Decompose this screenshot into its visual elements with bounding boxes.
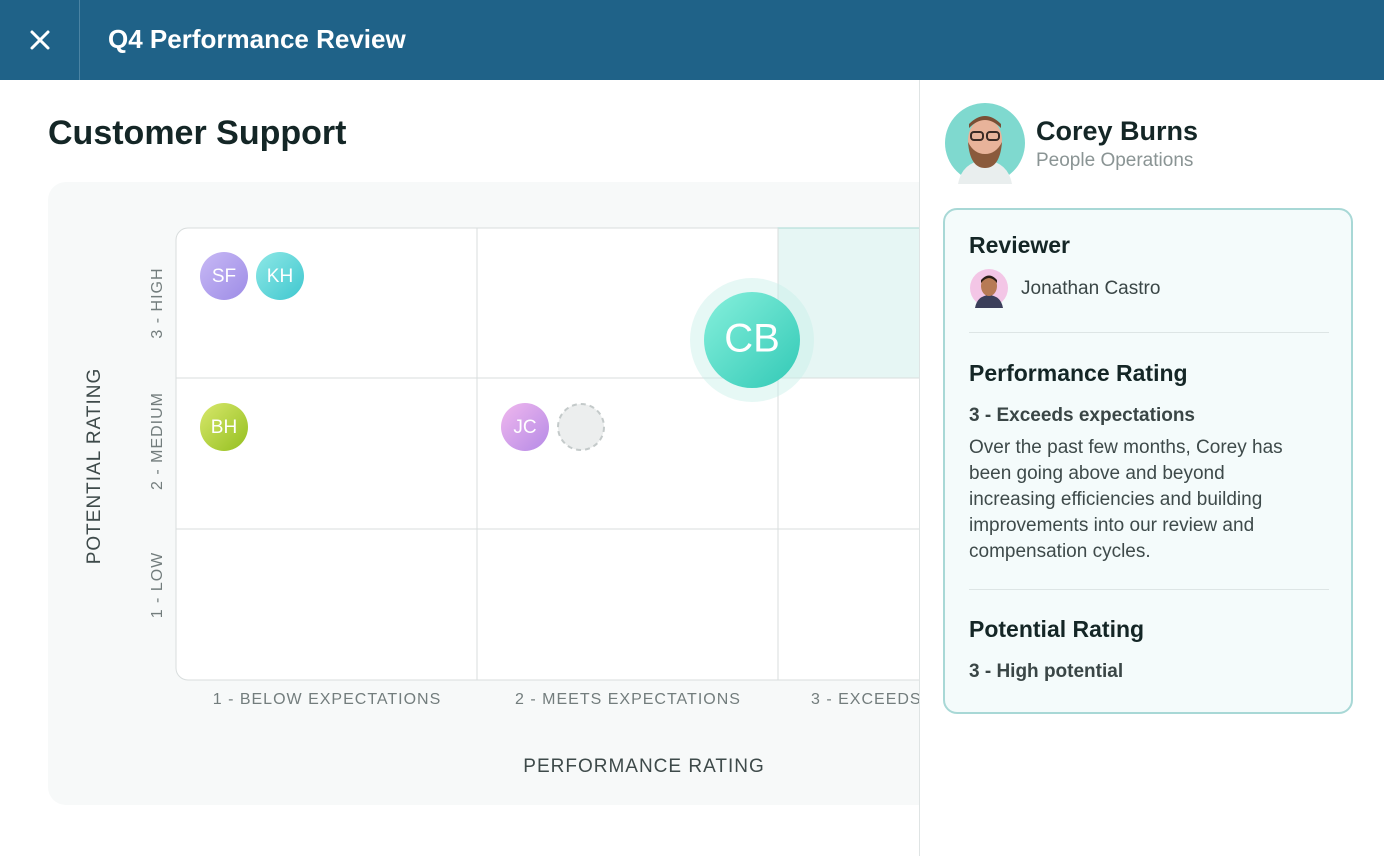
avatar-initials: BH: [211, 417, 237, 438]
row-label: 3 - HIGH: [149, 267, 166, 338]
column-label: 2 - MEETS EXPECTATIONS: [515, 691, 741, 708]
highlight-cell: [777, 227, 920, 379]
avatar-initials: SF: [212, 266, 236, 287]
detail-panel: Corey Burns People Operations Reviewer J…: [919, 80, 1384, 856]
reviewer-name: Jonathan Castro: [1021, 278, 1161, 299]
employee-department: People Operations: [1036, 150, 1194, 171]
avatar-circle: [256, 252, 304, 300]
performance-rating: 3 - Exceeds expectations: [969, 405, 1195, 426]
close-icon: [30, 30, 50, 50]
avatar[interactable]: SF: [200, 252, 248, 300]
x-axis-label: PERFORMANCE RATING: [523, 756, 764, 777]
avatar-circle: [200, 403, 248, 451]
row-label: 2 - MEDIUM: [149, 392, 166, 490]
avatar-initials: JC: [513, 417, 536, 438]
reviewer-photo: [970, 269, 1008, 308]
placeholder-slot: [557, 403, 605, 451]
reviewer-heading: Reviewer: [969, 232, 1071, 258]
avatar[interactable]: BH: [200, 403, 248, 451]
top-bar: Q4 Performance Review: [0, 0, 1384, 80]
employee-name: Corey Burns: [1036, 116, 1199, 146]
potential-rating: 3 - High potential: [969, 661, 1124, 682]
y-axis-label: POTENTIAL RATING: [84, 368, 105, 565]
potential-heading: Potential Rating: [969, 616, 1145, 642]
column-label: 3 - EXCEEDS: [811, 691, 920, 708]
performance-comment: Over the past few months, Corey has been…: [969, 437, 1283, 562]
divider: [969, 332, 1329, 333]
avatar[interactable]: JC: [501, 403, 549, 451]
avatar[interactable]: KH: [256, 252, 304, 300]
section-title: Customer Support: [48, 114, 347, 152]
review-card: Reviewer Jonathan Castro Performance Rat…: [943, 208, 1353, 714]
row-label: 1 - LOW: [149, 552, 166, 619]
nine-box-grid: 3 - HIGH 2 - MEDIUM 1 - LOW 1 - BELOW EXPEC…: [84, 227, 920, 777]
column-label: 1 - BELOW EXPECTATIONS: [213, 691, 442, 708]
avatar-initials: KH: [267, 266, 293, 287]
avatar-circle: [501, 403, 549, 451]
close-button[interactable]: [0, 0, 80, 80]
page-title: Q4 Performance Review: [108, 24, 406, 54]
avatar-initials: CB: [724, 317, 780, 361]
divider: [969, 589, 1329, 590]
profile-photo: [945, 103, 1025, 184]
avatar[interactable]: CB: [704, 292, 800, 388]
avatar-circle: [200, 252, 248, 300]
performance-heading: Performance Rating: [969, 360, 1188, 386]
avatar-circle: [704, 292, 800, 388]
